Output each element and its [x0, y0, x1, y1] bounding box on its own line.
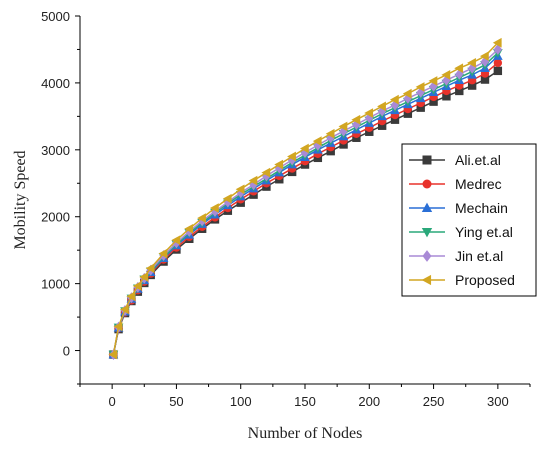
y-tick-label: 4000: [41, 76, 70, 91]
x-tick-label: 200: [358, 394, 380, 409]
x-tick-label: 0: [109, 394, 116, 409]
x-tick-label: 250: [423, 394, 445, 409]
data-point: [494, 67, 502, 75]
y-axis-title: Mobility Speed: [12, 150, 29, 249]
legend-marker: [423, 156, 432, 165]
y-tick-label: 2000: [41, 210, 70, 225]
legend-label: Ali.et.al: [455, 152, 501, 168]
y-tick-label: 5000: [41, 9, 70, 24]
legend-label: Ying et.al: [455, 224, 513, 240]
x-tick-label: 300: [487, 394, 509, 409]
x-tick-label: 150: [294, 394, 316, 409]
y-tick-label: 1000: [41, 277, 70, 292]
y-tick-label: 0: [63, 344, 70, 359]
legend-label: Proposed: [455, 272, 515, 288]
legend-label: Mechain: [455, 200, 508, 216]
legend-label: Jin et.al: [455, 248, 503, 264]
y-tick-label: 3000: [41, 143, 70, 158]
x-tick-label: 50: [169, 394, 183, 409]
x-tick-label: 100: [230, 394, 252, 409]
legend-label: Medrec: [455, 176, 502, 192]
legend: Ali.et.al Medrec Mechain Ying et.al Jin et.a…: [402, 144, 536, 296]
x-axis-title: Number of Nodes: [248, 425, 363, 442]
legend-marker: [423, 180, 432, 189]
